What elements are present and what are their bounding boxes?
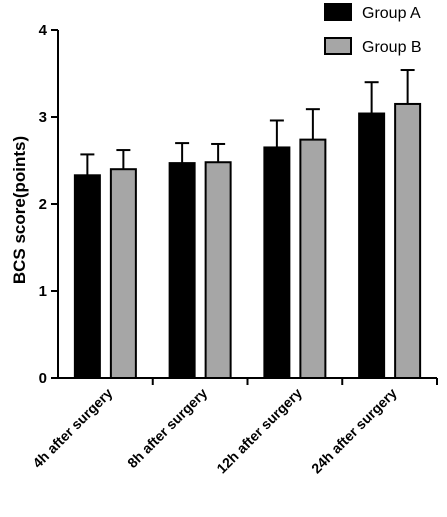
y-axis-title: BCS score(points) [10, 136, 29, 284]
y-tick-label: 0 [39, 370, 47, 387]
y-tick-label: 2 [39, 196, 47, 213]
bar-group-b [394, 102, 422, 379]
legend-swatch [324, 3, 352, 21]
bar-group-b [204, 161, 232, 379]
legend-label: Group A [362, 5, 421, 22]
legend-label: Group B [362, 39, 422, 56]
x-tick-label: 12h after surgery [213, 385, 305, 477]
bar-group-b [109, 168, 137, 379]
x-tick-label: 4h after surgery [29, 385, 115, 471]
x-tick-label: 24h after surgery [308, 385, 400, 477]
bar-group-a [73, 174, 101, 379]
bar-group-a [168, 162, 196, 379]
bars [73, 69, 422, 380]
bar-group-a [263, 146, 291, 379]
y-tick-label: 4 [39, 22, 48, 39]
legend: Group A Group B [324, 3, 422, 56]
bar-group-a [358, 112, 386, 380]
legend-swatch [324, 37, 352, 55]
x-tick-label: 8h after surgery [124, 385, 210, 471]
y-tick-label: 1 [39, 283, 47, 300]
bar-group-b [299, 138, 327, 379]
y-tick-label: 3 [39, 109, 47, 126]
